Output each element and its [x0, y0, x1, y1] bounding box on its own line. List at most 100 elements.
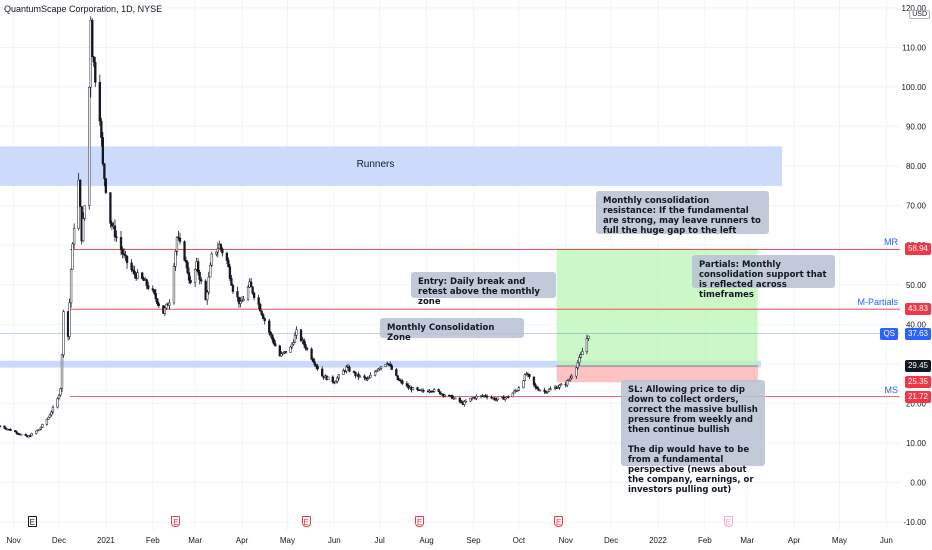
- candle-body: [145, 279, 148, 286]
- y-tick-label: 110.00: [902, 43, 926, 52]
- candle-body: [470, 397, 474, 400]
- candle-body: [396, 375, 399, 381]
- x-tick-label: Apr: [236, 536, 249, 545]
- candle-body: [373, 371, 377, 376]
- x-tick-label: Nov: [6, 536, 20, 545]
- candle-body: [570, 375, 573, 379]
- candle-body: [209, 264, 212, 278]
- candle-body: [193, 269, 197, 284]
- candle-body: [569, 377, 572, 381]
- candle-body: [110, 223, 114, 227]
- dividend-split-event-icon[interactable]: E: [27, 516, 37, 527]
- candle-body: [517, 387, 520, 391]
- candle-body: [578, 357, 581, 363]
- y-tick-label: 20.00: [906, 399, 927, 408]
- earnings-event-icon[interactable]: E: [301, 516, 311, 527]
- candle-body: [313, 361, 316, 365]
- candle-body: [56, 398, 59, 408]
- candle-body: [378, 367, 381, 370]
- candle-body: [29, 435, 32, 437]
- candle-body: [272, 338, 275, 344]
- candle-body: [39, 427, 42, 430]
- x-tick-label: Jun: [328, 536, 341, 545]
- candle-body: [336, 377, 339, 382]
- candle-body: [311, 358, 315, 362]
- candle-body: [189, 280, 192, 284]
- candle-body: [321, 368, 324, 377]
- monthly-consolidation-zone: [0, 360, 761, 368]
- candle-body: [151, 288, 154, 291]
- candle-body: [50, 411, 53, 416]
- resistance-callout[interactable]: Monthly consolidation resistance: If the…: [596, 191, 769, 236]
- candle-body: [271, 334, 274, 340]
- candle-body: [469, 398, 472, 402]
- candle-body: [163, 307, 167, 314]
- candle-body: [560, 383, 563, 386]
- candle-body: [38, 428, 41, 431]
- partials-callout[interactable]: Partials: Monthly consolidation support …: [692, 255, 835, 300]
- candle-body: [251, 286, 254, 294]
- consolidation-zone-callout[interactable]: Monthly Consolidation Zone: [380, 318, 524, 343]
- candle-body: [141, 272, 144, 279]
- candle-body: [131, 269, 135, 272]
- candle-body: [125, 255, 129, 264]
- x-tick-label: Nov: [559, 536, 573, 545]
- candle-body: [183, 241, 186, 261]
- candle-body: [15, 431, 18, 434]
- earnings-event-icon[interactable]: E: [554, 516, 564, 527]
- candle-body: [72, 228, 76, 245]
- candle-body: [458, 397, 461, 402]
- x-tick-label: May: [280, 536, 295, 545]
- x-tick-label: Sep: [466, 536, 481, 545]
- candle-body: [236, 291, 239, 298]
- candle-body: [268, 320, 271, 333]
- candle-body: [122, 253, 126, 256]
- candle-body: [133, 270, 136, 275]
- candle-body: [389, 364, 392, 366]
- candle-body: [242, 298, 245, 302]
- candle-body: [407, 385, 410, 389]
- x-tick-label: Jun: [880, 536, 893, 545]
- y-tick-label: 50.00: [906, 281, 927, 290]
- candle-body: [443, 394, 446, 397]
- candle-body: [45, 419, 49, 425]
- candle-body: [587, 335, 590, 339]
- candle-body: [357, 373, 360, 378]
- x-tick-label: 2021: [97, 536, 115, 545]
- earnings-event-icon[interactable]: E: [414, 516, 424, 527]
- currency-label[interactable]: USD: [909, 10, 930, 19]
- x-tick-label: Mar: [188, 536, 202, 545]
- candle-body: [20, 433, 23, 436]
- x-tick-label: Feb: [146, 536, 160, 545]
- earnings-future-event-icon[interactable]: E: [723, 516, 733, 527]
- candle-body: [516, 390, 519, 392]
- candle-body: [230, 278, 233, 286]
- earnings-event-icon[interactable]: E: [171, 516, 181, 527]
- candle-body: [263, 318, 266, 322]
- candle-body: [9, 428, 12, 431]
- candle-body: [281, 352, 285, 354]
- candle-body: [215, 251, 218, 255]
- candle-body: [221, 248, 224, 254]
- entry-callout[interactable]: Entry: Daily break and retest above the …: [411, 272, 556, 307]
- candle-body: [422, 389, 425, 392]
- candle-body: [172, 266, 176, 304]
- candle-body: [48, 414, 52, 418]
- candle-body: [157, 303, 160, 306]
- stop-loss-callout[interactable]: SL: Allowing price to dip down to collec…: [621, 380, 765, 495]
- candle-body: [225, 252, 229, 261]
- y-tick-label: 70.00: [906, 202, 927, 211]
- candle-body: [82, 218, 85, 242]
- candle-body: [60, 354, 64, 389]
- x-tick-label: Apr: [788, 536, 801, 545]
- candle-body: [228, 266, 232, 279]
- x-tick-label: Jul: [375, 536, 385, 545]
- y-tick-label: 0.00: [910, 479, 926, 488]
- candle-body: [451, 395, 454, 400]
- candle-body: [401, 380, 404, 384]
- candle-body: [558, 384, 561, 388]
- candle-body: [534, 384, 537, 388]
- candle-body: [240, 300, 244, 303]
